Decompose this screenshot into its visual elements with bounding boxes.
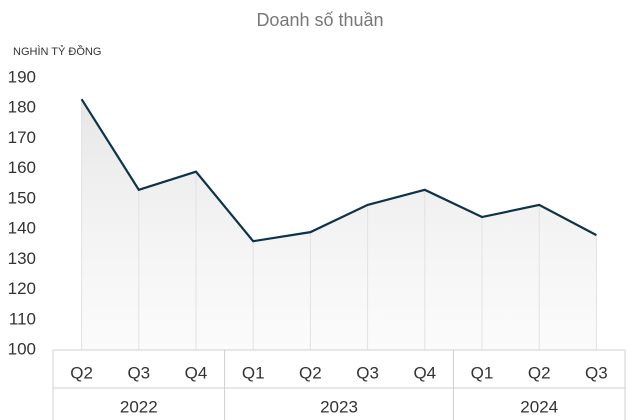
group-label: 2023 — [320, 397, 358, 416]
group-label: 2024 — [520, 397, 558, 416]
area — [81, 99, 597, 351]
x-tick-label: Q4 — [413, 363, 436, 382]
y-tick-label: 110 — [9, 309, 36, 328]
y-tick-label: 130 — [8, 249, 36, 268]
y-tick-label: 150 — [8, 188, 36, 207]
x-tick-label: Q1 — [471, 363, 494, 382]
y-tick-label: 120 — [8, 279, 36, 298]
y-tick-label: 180 — [8, 98, 36, 117]
y-tick-label: 170 — [8, 128, 36, 147]
y-tick-label: 190 — [8, 67, 36, 86]
x-tick-label: Q2 — [299, 363, 322, 382]
x-tick-label: Q3 — [356, 363, 379, 382]
y-unit: NGHÌN TỶ ĐỒNG — [13, 45, 101, 58]
x-tick-label: Q3 — [585, 363, 608, 382]
x-tick-label: Q1 — [242, 363, 265, 382]
y-tick-label: 140 — [8, 219, 36, 238]
y-tick-label: 160 — [8, 158, 36, 177]
group-label: 2022 — [120, 397, 158, 416]
y-tick-label: 100 — [8, 339, 36, 358]
line — [80, 98, 597, 243]
chart-title: Doanh số thuần — [256, 10, 383, 30]
x-tick-label: Q2 — [528, 363, 551, 382]
x-tick-label: Q2 — [70, 363, 93, 382]
x-tick-label: Q4 — [185, 363, 208, 382]
x-tick-label: Q3 — [127, 363, 150, 382]
